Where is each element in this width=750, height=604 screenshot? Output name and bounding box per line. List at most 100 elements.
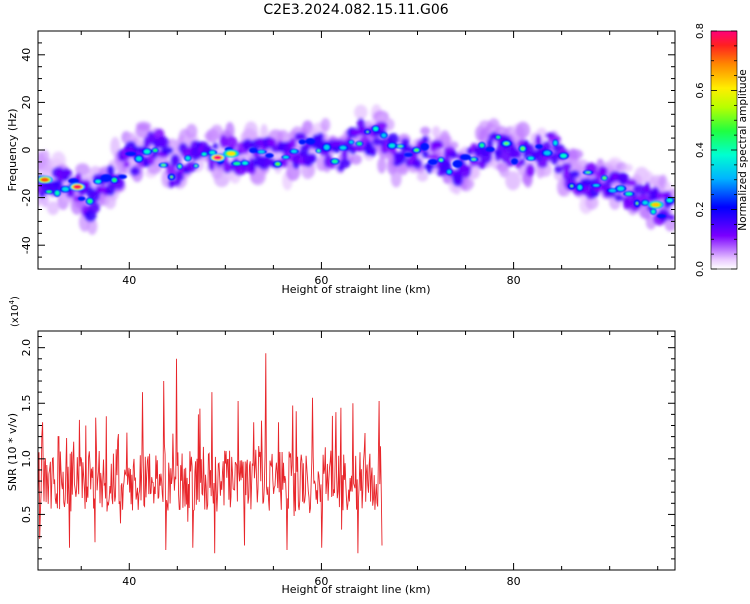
spectral-blob: [46, 190, 52, 194]
spectral-blob: [125, 151, 137, 157]
spectral-blob: [294, 132, 307, 142]
spectral-blob: [170, 153, 181, 167]
spectrogram-ytick-label: 40: [20, 48, 33, 62]
snr-ytick-label: 1.0: [20, 450, 33, 468]
spectral-blob: [510, 158, 519, 165]
spectral-blob: [185, 161, 197, 173]
spectral-blob: [617, 186, 625, 191]
spectral-blob: [210, 124, 224, 139]
spectral-blob: [308, 153, 317, 160]
spectral-blob: [202, 152, 207, 156]
spectral-blob: [354, 104, 368, 120]
spectral-hotspot: [651, 202, 660, 207]
spectral-blob: [541, 141, 552, 152]
spectral-hotspot: [213, 155, 222, 160]
spectral-blob: [569, 170, 581, 179]
spectral-blob: [666, 198, 673, 203]
spectral-blob: [320, 117, 331, 132]
spectral-blob: [209, 150, 216, 155]
spectral-blob: [185, 123, 198, 140]
spectral-blob: [136, 156, 142, 162]
snr-plot-frame: [37, 330, 676, 571]
spectral-blob: [515, 121, 531, 139]
spectral-blob: [447, 169, 452, 174]
spectral-blob: [143, 136, 151, 149]
spectral-blob: [560, 153, 567, 158]
spectral-hotspot: [40, 177, 49, 182]
spectral-blob: [625, 192, 633, 196]
spectral-blob: [366, 130, 369, 133]
spectral-blob: [421, 135, 430, 145]
snr-multiplier: (x104): [8, 296, 21, 327]
spectral-blob: [267, 138, 277, 148]
spectral-blob: [504, 142, 509, 145]
spectral-blob: [561, 162, 572, 172]
spectral-blob: [614, 194, 624, 202]
spectrogram-ytick-label: -40: [20, 236, 33, 254]
spectrogram-ylabel: Frequency (Hz): [6, 109, 19, 192]
spectral-blob: [317, 149, 320, 152]
spectrogram-ticks: 40 60 80 40 20 0 -20 -40: [20, 30, 675, 287]
spectral-blob: [87, 217, 98, 235]
spectral-blob: [632, 184, 646, 195]
spectral-blob: [87, 198, 93, 204]
spectral-blob: [439, 158, 443, 161]
snr-ytick-label: 1.5: [20, 395, 33, 413]
spectral-blob: [212, 142, 219, 150]
spectral-blob: [88, 201, 101, 214]
spectral-blob: [403, 152, 413, 157]
spectral-blob: [485, 146, 495, 152]
spectral-blob: [95, 179, 101, 184]
spectral-blob: [577, 185, 583, 190]
spectral-blob: [242, 138, 254, 151]
spectral-blob: [543, 150, 551, 156]
spectral-blob: [499, 163, 510, 178]
spectrogram-xtick-label: 60: [314, 274, 328, 287]
spectral-blob: [622, 163, 633, 172]
spectral-blob: [219, 135, 228, 149]
spectral-blob: [388, 143, 396, 148]
spectral-blob: [242, 161, 248, 165]
spectral-blob: [585, 195, 599, 210]
spectral-blob: [178, 165, 181, 168]
spectral-blob: [642, 200, 648, 205]
spectral-blob: [625, 179, 637, 186]
spectral-blob: [452, 159, 463, 168]
snr-xtick-label: 40: [122, 575, 136, 588]
spectral-blob: [570, 184, 574, 188]
spectral-blob: [185, 156, 191, 161]
spectrogram-xtick-label: 80: [507, 274, 521, 287]
spectral-blob: [518, 158, 526, 166]
spectral-blob: [298, 139, 306, 145]
spectral-blob: [381, 133, 387, 138]
spectral-blob: [291, 149, 297, 153]
spectral-blob: [372, 137, 382, 146]
spectral-blob: [472, 158, 476, 161]
spectral-blob: [452, 173, 464, 187]
spectral-blob: [283, 155, 289, 159]
spectral-blob: [317, 132, 324, 142]
spectral-blob: [249, 147, 258, 154]
spectrogram-halo-layer: [38, 104, 675, 235]
spectral-blob: [416, 171, 429, 182]
spectral-blob: [460, 154, 472, 161]
spectral-blob: [611, 172, 619, 182]
spectral-blob: [412, 158, 423, 169]
spectral-blob: [153, 148, 158, 152]
spectral-blob: [667, 214, 675, 221]
spectral-blob: [635, 201, 639, 205]
spectral-hotspot: [227, 151, 236, 156]
snr-plot-area: [38, 353, 383, 554]
spectral-blob: [593, 184, 600, 187]
snr-ticks: 40 60 80 0.5 1.0 1.5 2.0: [20, 331, 675, 588]
spectral-blob: [123, 161, 130, 168]
spectral-blob: [466, 179, 475, 189]
spectral-blob: [525, 163, 535, 177]
spectral-blob: [276, 162, 280, 166]
spectral-blob: [431, 126, 441, 138]
colorbar-ticks: 0.0 0.2 0.4 0.6 0.8: [695, 23, 737, 277]
colorbar-label: Normalized spectral amplitude: [737, 69, 749, 230]
colorbar-tick-label: 0.4: [695, 142, 706, 158]
spectral-blob: [161, 164, 166, 166]
spectrogram-core-layer: [38, 125, 675, 219]
